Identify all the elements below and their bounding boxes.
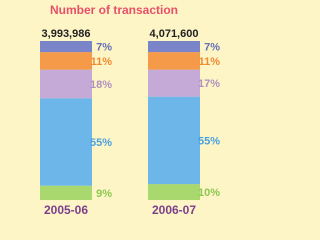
bar-segment [40, 41, 92, 53]
bar-segment [148, 41, 200, 53]
bar-segment [148, 184, 200, 200]
page: Number of transaction 9% 55% 18% 11% 7% 3,993… [40, 3, 221, 218]
bar-segment [40, 69, 92, 99]
value-label: 7% [96, 41, 112, 53]
chart: Number of transaction 9% 55% 18% 11% 7% 3,993… [40, 3, 221, 218]
value-label: 11% [91, 56, 113, 68]
value-label: 55% [90, 137, 112, 149]
total-label: 4,071,600 [150, 28, 199, 40]
x-tick-label: 2005-06 [44, 203, 88, 217]
value-label: 9% [96, 188, 112, 200]
value-label: 55% [198, 135, 220, 147]
x-tick-label: 2006-07 [152, 203, 196, 217]
value-label: 17% [198, 78, 220, 90]
value-label: 11% [199, 56, 221, 68]
bar-segment [148, 52, 200, 70]
value-label: 7% [204, 41, 220, 53]
bar-segment [40, 52, 92, 70]
bar-segment [148, 96, 200, 185]
bar-segment [40, 98, 92, 186]
total-label: 3,993,986 [42, 28, 91, 40]
chart-title: Number of transaction [50, 3, 178, 17]
bar-segment [40, 185, 92, 200]
bar-segment [148, 69, 200, 97]
value-label: 18% [90, 79, 112, 91]
value-label: 10% [198, 187, 220, 199]
